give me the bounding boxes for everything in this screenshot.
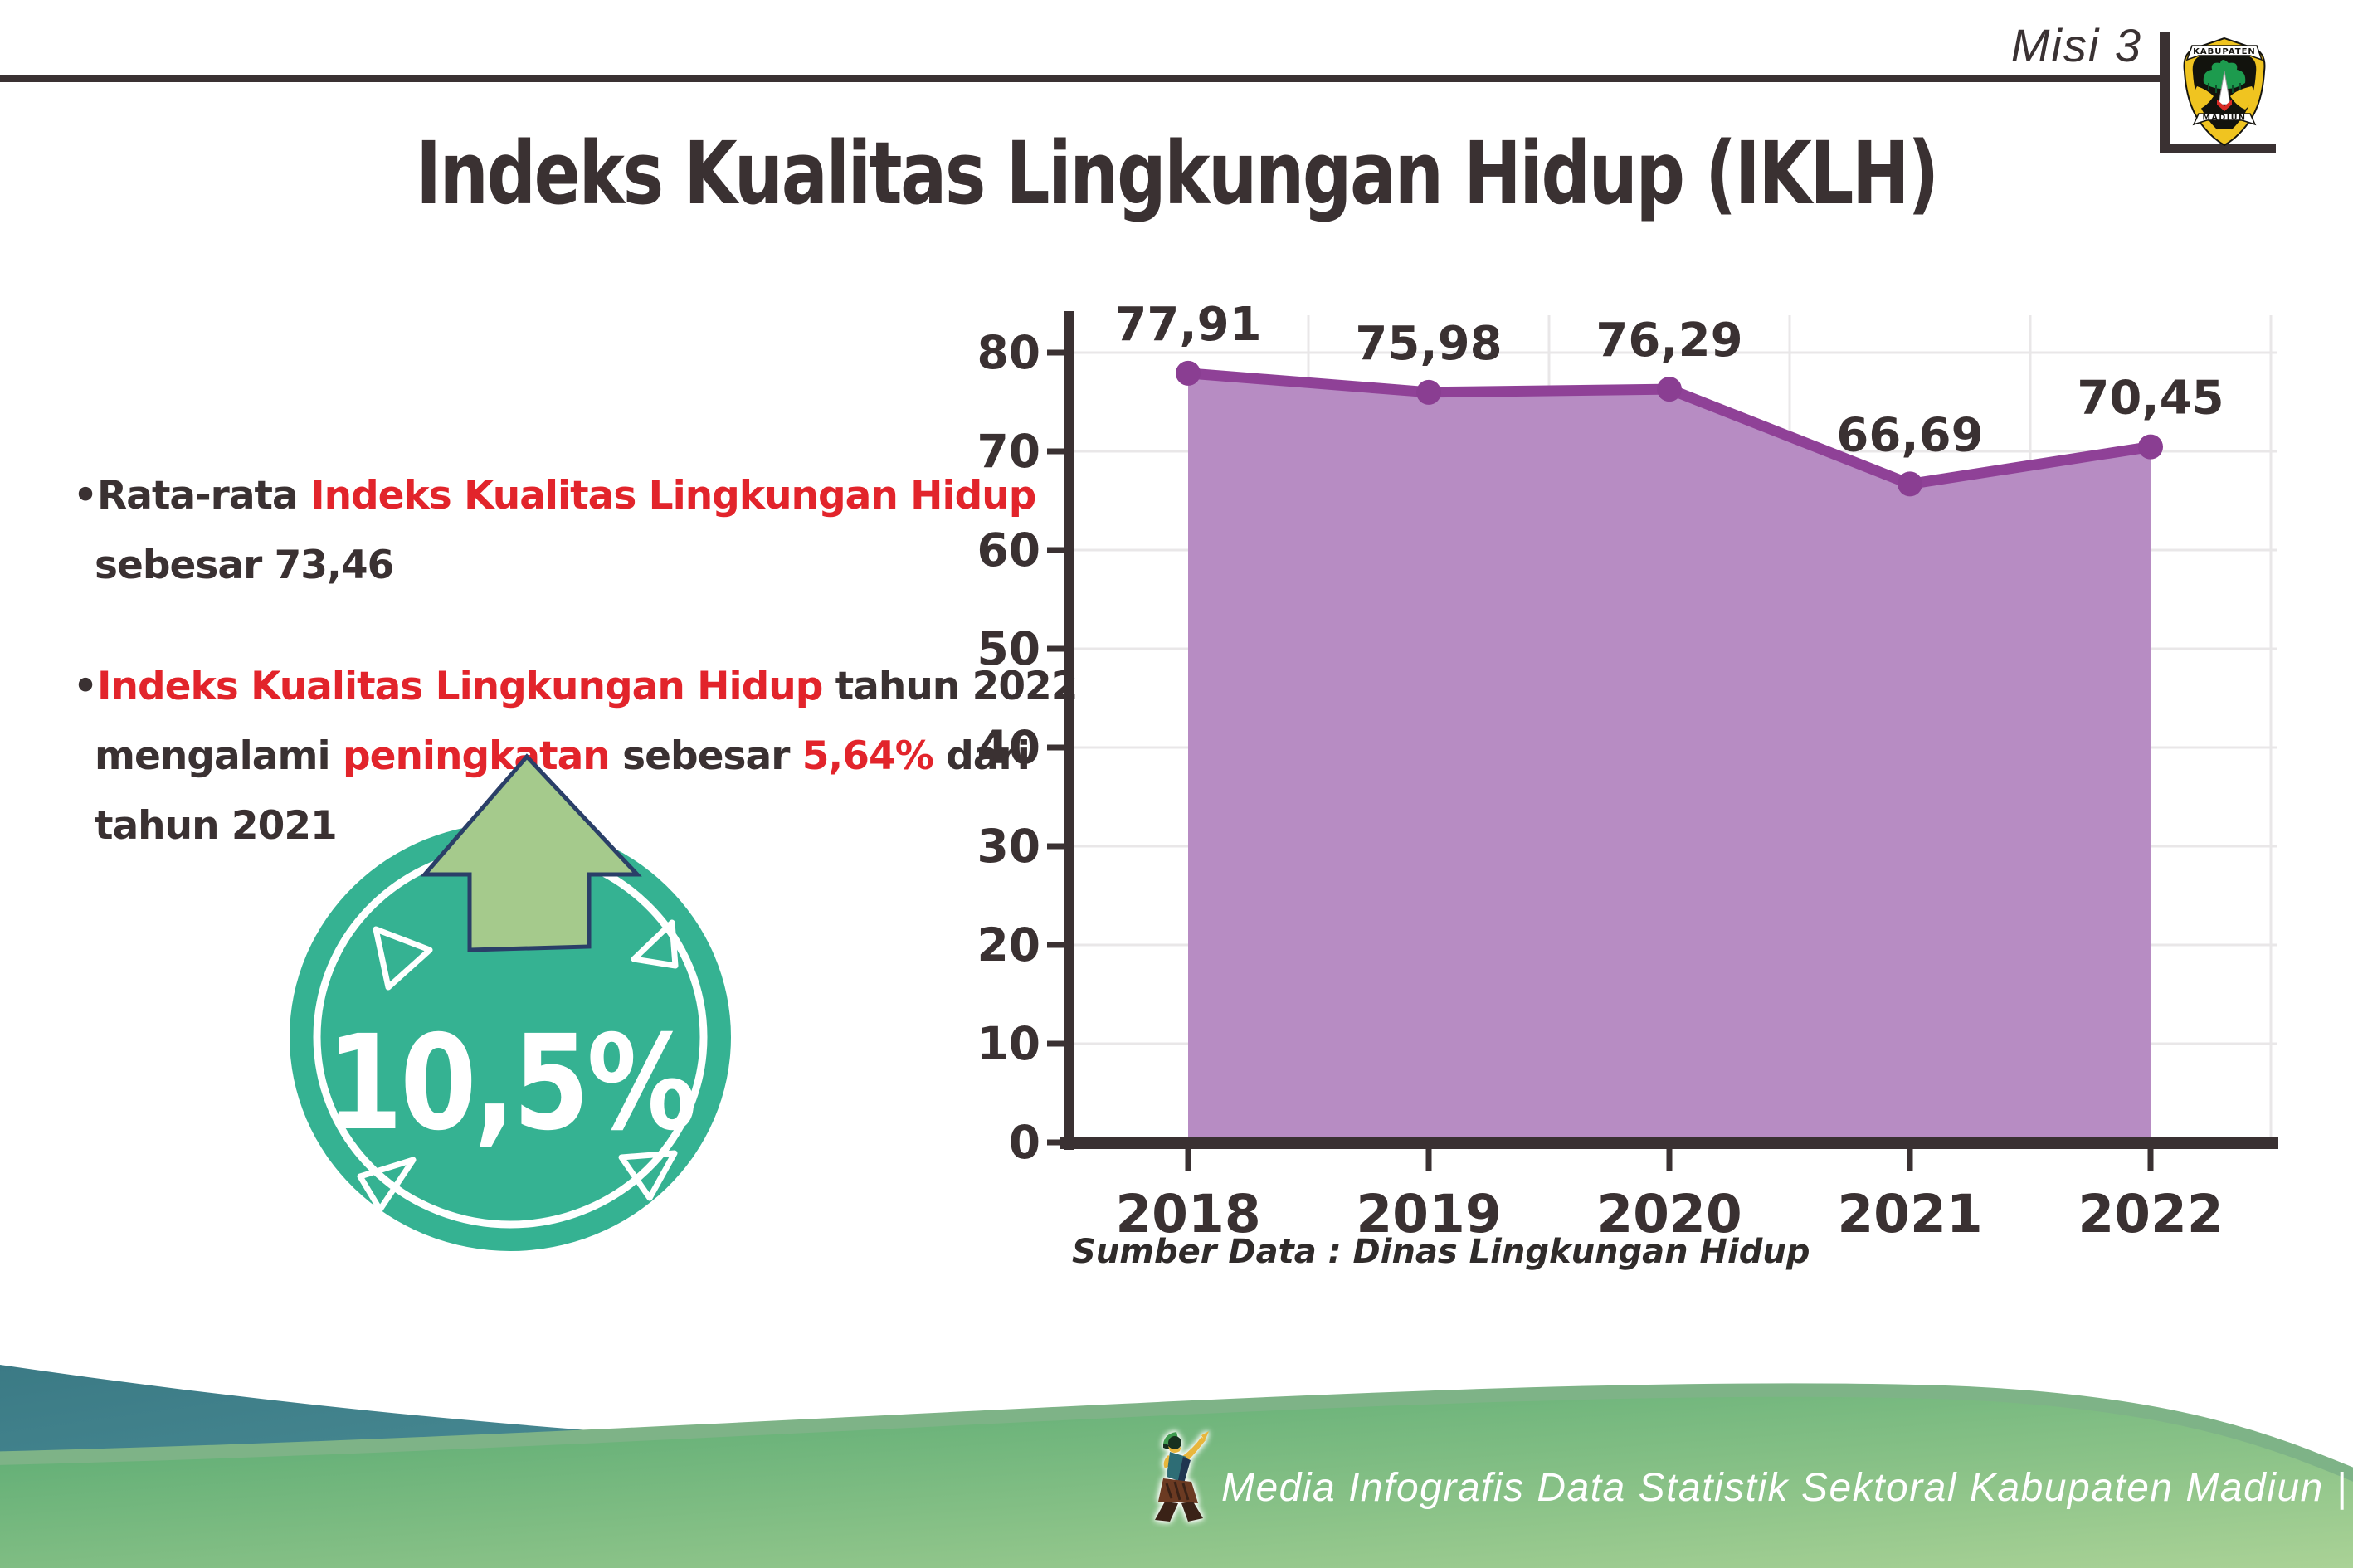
x-tick-label: 2019 — [1356, 1184, 1501, 1244]
y-tick-label: 30 — [977, 820, 1040, 873]
x-tick-label: 2021 — [1837, 1184, 1982, 1244]
source-note: Sumber Data : Dinas Lingkungan Hidup — [1072, 1233, 1810, 1271]
data-point — [2138, 434, 2163, 460]
bullet-line: mengalami peningkatan sebesar 5,64% dari — [73, 722, 1030, 791]
deco-triangle — [373, 926, 433, 991]
y-tick-label: 0 — [1009, 1116, 1040, 1169]
bullet-line: •Rata-rata Indeks Kualitas Lingkungan Hi… — [73, 461, 1036, 531]
misi-label: Misi 3 — [2010, 19, 2142, 71]
bullet-line: •Indeks Kualitas Lingkungan Hidup tahun … — [73, 652, 1078, 722]
text-segment: dari — [933, 733, 1030, 779]
x-tick-label: 2020 — [1596, 1184, 1742, 1244]
text-segment: tahun 2022 — [822, 664, 1079, 709]
deco-triangle — [618, 1150, 678, 1201]
deco-triangle — [357, 1157, 417, 1213]
text-segment: sebesar — [609, 733, 802, 779]
badge-value: 10,5% — [326, 1008, 694, 1160]
logo-frame-horizontal — [2160, 144, 2276, 153]
summary-bullets: •Rata-rata Indeks Kualitas Lingkungan Hi… — [73, 461, 1078, 913]
text-segment: • — [73, 664, 98, 709]
page-title: Indeks Kualitas Lingkungan Hidup (IKLH) — [416, 123, 1939, 224]
text-segment: •Rata-rata — [73, 473, 311, 519]
text-segment: Indeks Kualitas Lingkungan Hidup — [310, 473, 1036, 519]
crest-top-text: KABUPATEN — [2193, 47, 2256, 56]
y-tick-label: 80 — [977, 326, 1040, 379]
value-label: 76,29 — [1595, 314, 1742, 368]
y-tick-label: 10 — [977, 1017, 1040, 1070]
data-point — [1898, 471, 1922, 497]
crest-bottom-text: MADIUN — [2203, 114, 2247, 123]
x-tick-label: 2018 — [1115, 1184, 1260, 1244]
iklh-area-chart: 0 10 20 30 40 50 60 70 80 77,91 75,98 76,29 66,69 70,… — [977, 298, 2278, 1271]
dancer-mascot-icon — [1155, 1431, 1209, 1522]
kabupaten-madiun-crest-icon: KABUPATEN MADIUN — [2183, 37, 2266, 147]
text-segment: tahun 2021 — [95, 803, 338, 849]
crest-top-banner — [2185, 45, 2263, 61]
data-point — [1657, 377, 1682, 402]
text-segment: mengalami — [95, 733, 343, 779]
y-tick-label: 60 — [977, 523, 1040, 577]
y-tick-label: 40 — [977, 721, 1040, 774]
x-axis — [1060, 1137, 2278, 1149]
up-arrow-icon — [420, 753, 642, 952]
bullet-item: •Indeks Kualitas Lingkungan Hidup tahun … — [73, 652, 1078, 861]
area-fill — [1188, 373, 2151, 1140]
value-label: 66,69 — [1836, 408, 1983, 462]
text-segment: peningkatan — [342, 733, 611, 779]
logo-frame-vertical — [2160, 32, 2170, 153]
value-label: 70,45 — [2077, 372, 2224, 426]
y-axis — [1064, 311, 1074, 1150]
header-rule — [0, 75, 2161, 82]
bullet-line: sebesar 73,46 — [73, 531, 952, 601]
y-tick-label: 20 — [977, 918, 1040, 971]
text-segment: Indeks Kualitas Lingkungan Hidup — [97, 664, 823, 709]
text-segment: 5,64% — [801, 733, 934, 779]
deco-triangle — [631, 919, 679, 969]
y-tick-label: 70 — [977, 425, 1040, 478]
value-label: 75,98 — [1355, 317, 1502, 371]
increase-badge: 10,5% — [290, 753, 731, 1251]
text-segment: sebesar 73,46 — [95, 543, 394, 588]
bullet-line: tahun 2021 — [73, 791, 952, 861]
data-point — [1176, 360, 1201, 386]
x-tick-label: 2022 — [2078, 1184, 2223, 1244]
data-point — [1416, 379, 1441, 405]
bullet-item: •Rata-rata Indeks Kualitas Lingkungan Hi… — [73, 461, 1036, 601]
crest-bottom-ribbon — [2192, 113, 2257, 126]
y-tick-label: 50 — [977, 622, 1040, 675]
footer-caption: Media Infografis Data Statistik Sektoral… — [1221, 1466, 2348, 1510]
value-label: 77,91 — [1114, 298, 1261, 352]
